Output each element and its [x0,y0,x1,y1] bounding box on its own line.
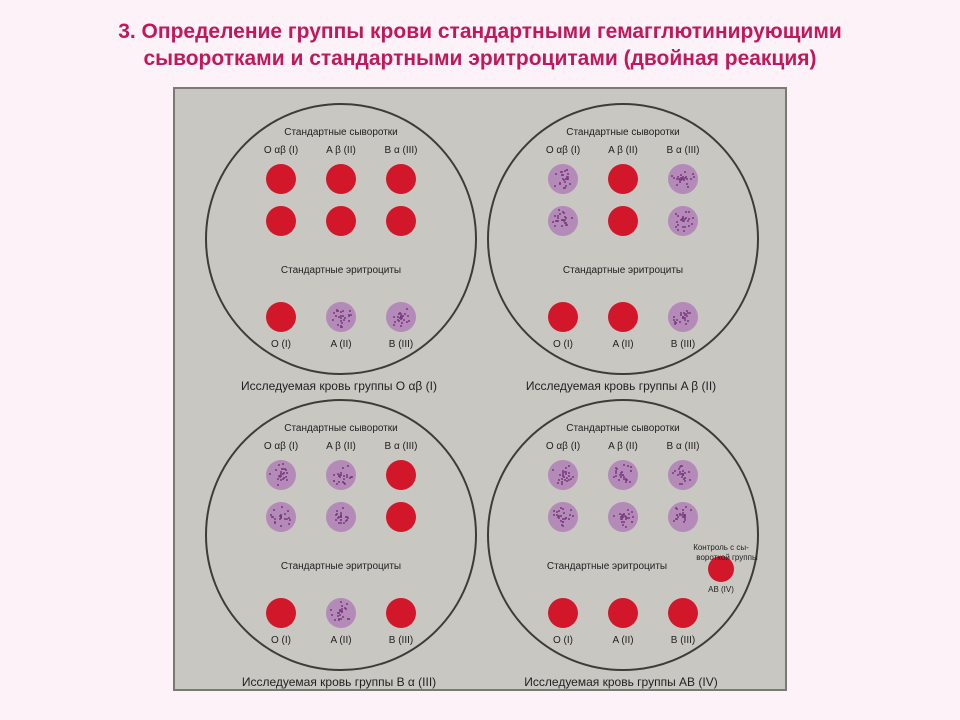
diagram-label: O (I) [553,635,573,646]
title-line-1: 3. Определение группы крови стандартными… [40,18,920,45]
petri-plate-1: Стандартные сыворотки O αβ (I) A β (II) B α… [205,103,477,375]
reaction-negative-dot [668,598,698,628]
reaction-agglutination-dot [608,502,638,532]
diagram-label: O αβ (I) [264,145,298,156]
diagram-label: O αβ (I) [546,441,580,452]
diagram-label: вороткой группы [696,553,757,562]
diagram-label: B α (III) [384,441,417,452]
reaction-agglutination-dot [668,460,698,490]
title-line-2: сыворотками и стандартными эритроцитами … [40,45,920,72]
reaction-negative-dot [386,460,416,490]
page-title: 3. Определение группы крови стандартными… [0,0,960,87]
reaction-agglutination-dot [668,164,698,194]
diagram-label: AB (IV) [708,585,734,594]
plate-caption: Исследуемая кровь группы O αβ (I) [189,379,489,393]
petri-plate-4: Стандартные сыворотки O αβ (I) A β (II) B α… [487,399,759,671]
reaction-negative-dot [326,164,356,194]
reaction-negative-dot [266,164,296,194]
petri-plate-3: Стандартные сыворотки O αβ (I) A β (II) B α… [205,399,477,671]
reaction-negative-dot [386,598,416,628]
reaction-negative-dot [266,302,296,332]
reaction-agglutination-dot [326,302,356,332]
diagram-label: B (III) [671,635,695,646]
reaction-negative-dot [386,164,416,194]
reaction-agglutination-dot [608,460,638,490]
diagram-label: Контроль с сы- [693,543,749,552]
reaction-agglutination-dot [326,460,356,490]
diagram-label: O αβ (I) [546,145,580,156]
diagram-label: Стандартные эритроциты [547,561,667,572]
reaction-negative-dot [608,598,638,628]
reaction-negative-dot [386,502,416,532]
reaction-negative-dot [326,206,356,236]
diagram-label: Стандартные эритроциты [281,265,401,276]
reaction-agglutination-dot [548,502,578,532]
reaction-agglutination-dot [548,460,578,490]
reaction-negative-dot [266,206,296,236]
reaction-agglutination-dot [266,502,296,532]
petri-plate-2: Стандартные сыворотки O αβ (I) A β (II) B α… [487,103,759,375]
diagram-label: A β (II) [326,441,356,452]
plate-caption: Исследуемая кровь группы AB (IV) [471,675,771,689]
diagram-label: A β (II) [608,145,638,156]
diagram-label: O αβ (I) [264,441,298,452]
diagram-label: B α (III) [666,145,699,156]
reaction-agglutination-dot [668,302,698,332]
diagram-label: B α (III) [384,145,417,156]
plates-container: Стандартные сыворотки O αβ (I) A β (II) B α… [175,89,785,689]
diagram-panel: Стандартные сыворотки O αβ (I) A β (II) B α… [173,87,787,691]
reaction-negative-dot [548,302,578,332]
reaction-agglutination-dot [548,206,578,236]
diagram-label: Стандартные сыворотки [284,423,398,434]
diagram-label: O (I) [271,635,291,646]
reaction-negative-dot [608,206,638,236]
diagram-label: B (III) [389,339,413,350]
diagram-label: Стандартные эритроциты [563,265,683,276]
diagram-label: O (I) [271,339,291,350]
diagram-label: A β (II) [326,145,356,156]
diagram-label: A (II) [612,339,633,350]
diagram-label: A (II) [330,339,351,350]
diagram-label: B (III) [389,635,413,646]
reaction-negative-dot [608,164,638,194]
diagram-label: O (I) [553,339,573,350]
diagram-label: Стандартные сыворотки [566,127,680,138]
diagram-label: A (II) [612,635,633,646]
reaction-negative-dot [608,302,638,332]
diagram-label: Стандартные сыворотки [566,423,680,434]
reaction-agglutination-dot [386,302,416,332]
diagram-label: Стандартные эритроциты [281,561,401,572]
reaction-negative-dot [266,598,296,628]
reaction-agglutination-dot [668,502,698,532]
reaction-agglutination-dot [668,206,698,236]
plate-caption: Исследуемая кровь группы A β (II) [471,379,771,393]
diagram-label: B (III) [671,339,695,350]
reaction-negative-dot [386,206,416,236]
diagram-label: Стандартные сыворотки [284,127,398,138]
diagram-label: B α (III) [666,441,699,452]
reaction-agglutination-dot [548,164,578,194]
diagram-label: A (II) [330,635,351,646]
reaction-negative-dot [548,598,578,628]
reaction-agglutination-dot [326,598,356,628]
reaction-agglutination-dot [326,502,356,532]
reaction-agglutination-dot [266,460,296,490]
plate-caption: Исследуемая кровь группы B α (III) [189,675,489,689]
diagram-label: A β (II) [608,441,638,452]
